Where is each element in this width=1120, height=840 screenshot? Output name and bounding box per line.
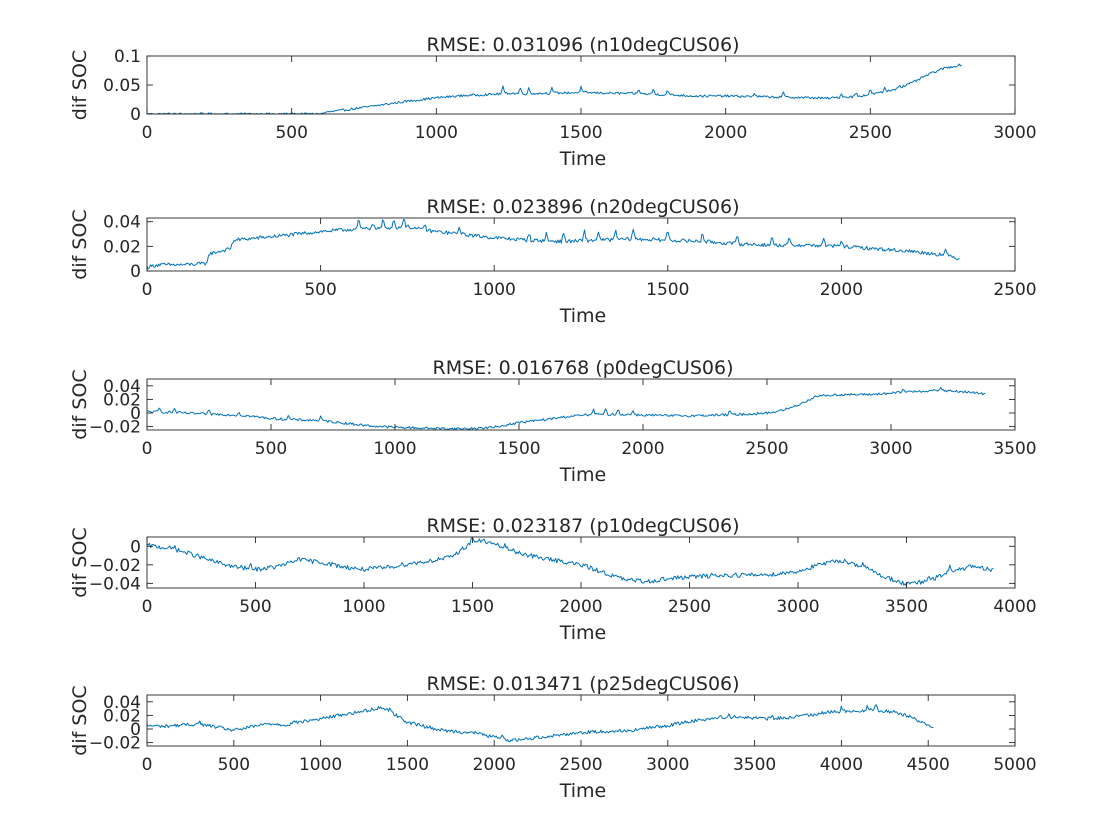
- y-tick-label: 0: [130, 537, 141, 557]
- chart-panel-2: 0 500 1000 1500 2000 2500 0 0.02 0.04 RMSE: 0.023…: [69, 196, 1037, 327]
- y-axis-label: dif SOC: [69, 50, 91, 120]
- x-tick-label: 1500: [386, 755, 429, 775]
- x-tick-label: 3000: [776, 597, 819, 617]
- x-tick-label: 2000: [820, 280, 863, 300]
- x-tick-label: 0: [142, 280, 153, 300]
- series-line-4: [146, 536, 994, 587]
- x-tick-label: 500: [255, 439, 287, 459]
- y-tick-label: 0: [130, 720, 141, 740]
- x-axis-label: Time: [559, 305, 607, 327]
- y-tick-label: −0.02: [89, 734, 141, 754]
- chart-title: RMSE: 0.013471 (p25degCUS06): [426, 673, 739, 695]
- y-tick-label: 0.02: [103, 390, 141, 410]
- x-tick-label: 0: [142, 439, 153, 459]
- x-axis-label: Time: [559, 622, 607, 644]
- x-tick-label: 500: [304, 280, 336, 300]
- x-tick-label: 4000: [993, 597, 1036, 617]
- chart-title: RMSE: 0.016768 (p0degCUS06): [433, 357, 734, 379]
- y-tick-label: 0.02: [103, 706, 141, 726]
- x-tick-label: 1000: [415, 123, 458, 143]
- x-tick-label: 500: [218, 755, 250, 775]
- y-tick-label: −0.02: [89, 556, 141, 576]
- x-tick-label: 2000: [621, 439, 664, 459]
- x-tick-label: 1000: [473, 280, 516, 300]
- y-axis-label: dif SOC: [69, 209, 91, 279]
- x-tick-label: 1000: [342, 597, 385, 617]
- x-tick-label: 3000: [869, 439, 912, 459]
- chart-panel-5: 0 500 1000 1500 2000 2500 3000 3500 4000 4500 5000…: [69, 673, 1037, 802]
- x-tick-label: 2500: [559, 755, 602, 775]
- y-axis-label: dif SOC: [69, 685, 91, 755]
- x-axis-label: Time: [559, 464, 607, 486]
- y-tick-label: 0.04: [103, 213, 141, 233]
- x-tick-label: 2500: [745, 439, 788, 459]
- axes-box: [146, 694, 1016, 747]
- chart-title: RMSE: 0.023187 (p10degCUS06): [426, 515, 739, 537]
- chart-title: RMSE: 0.023896 (n20degCUS06): [426, 196, 739, 218]
- x-axis-label: Time: [559, 780, 607, 802]
- x-tick-label: 3000: [646, 755, 689, 775]
- chart-title: RMSE: 0.031096 (n10degCUS06): [426, 34, 739, 56]
- x-tick-label: 3500: [885, 597, 928, 617]
- x-tick-label: 2000: [559, 597, 602, 617]
- y-tick-label: 0: [130, 262, 141, 282]
- x-tick-label: 1500: [497, 439, 540, 459]
- y-tick-label: 0: [130, 404, 141, 424]
- y-tick-label: 0: [130, 105, 141, 125]
- x-tick-label: 3000: [993, 123, 1036, 143]
- x-tick-label: 2500: [993, 280, 1036, 300]
- x-tick-label: 4000: [820, 755, 863, 775]
- x-tick-label: 1500: [646, 280, 689, 300]
- y-tick-label: 0.04: [103, 377, 141, 397]
- axes-box: [146, 536, 1016, 589]
- y-tick-label: 0.05: [103, 76, 141, 96]
- x-tick-label: 1500: [559, 123, 602, 143]
- y-tick-label: 0.1: [114, 47, 141, 67]
- x-tick-label: 0: [142, 123, 153, 143]
- x-tick-label: 1000: [373, 439, 416, 459]
- chart-panel-1: 0 500 1000 1500 2000 2500 3000 0 0.05 0.1 RMSE: 0.…: [69, 34, 1037, 170]
- axes-box: [146, 217, 1016, 272]
- x-tick-label: 3500: [993, 439, 1036, 459]
- x-tick-label: 500: [239, 597, 271, 617]
- y-axis-label: dif SOC: [69, 369, 91, 439]
- x-tick-label: 1500: [451, 597, 494, 617]
- chart-panel-4: 0 500 1000 1500 2000 2500 3000 3500 4000 −0.04−0.…: [69, 515, 1037, 644]
- series-line-5: [146, 704, 934, 743]
- x-tick-label: 5000: [993, 755, 1036, 775]
- y-axis-label: dif SOC: [69, 527, 91, 597]
- x-tick-label: 2000: [704, 123, 747, 143]
- series-line-3: [147, 386, 986, 431]
- axes-box: [146, 378, 1016, 431]
- x-tick-label: 2000: [473, 755, 516, 775]
- x-tick-label: 1000: [299, 755, 342, 775]
- x-tick-label: 2500: [668, 597, 711, 617]
- y-tick-label: −0.02: [89, 418, 141, 438]
- series-line-1: [146, 63, 962, 115]
- x-tick-label: 3500: [733, 755, 776, 775]
- x-tick-label: 0: [142, 755, 153, 775]
- x-tick-label: 4500: [907, 755, 950, 775]
- x-tick-label: 2500: [849, 123, 892, 143]
- y-tick-label: 0.04: [103, 693, 141, 713]
- x-axis-label: Time: [559, 148, 607, 170]
- y-tick-label: 0.02: [103, 237, 141, 257]
- x-tick-label: 0: [142, 597, 153, 617]
- x-tick-label: 500: [275, 123, 307, 143]
- series-line-2: [146, 218, 960, 270]
- y-tick-label: −0.04: [89, 574, 141, 594]
- axes-box: [146, 55, 1016, 115]
- chart-panel-3: 0 500 1000 1500 2000 2500 3000 3500−0.0200.020.…: [69, 357, 1037, 486]
